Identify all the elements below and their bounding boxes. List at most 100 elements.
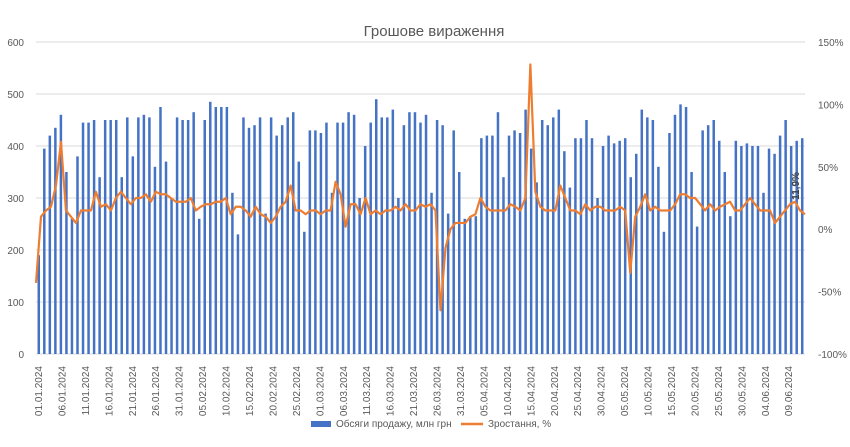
- bar: [800, 138, 804, 354]
- bar: [98, 177, 101, 354]
- x-tick-label: 05.05.2024: [620, 366, 631, 416]
- bar: [701, 130, 704, 354]
- bar: [590, 138, 594, 354]
- bar: [214, 107, 218, 354]
- x-tick-label: 30.04.2024: [597, 366, 608, 416]
- bar: [76, 156, 79, 354]
- bar: [463, 218, 467, 354]
- bar: [319, 133, 323, 354]
- bar: [103, 120, 107, 354]
- bar: [762, 192, 765, 354]
- bar: [795, 140, 798, 354]
- x-tick-label: 11.01.2024: [81, 366, 92, 416]
- bar: [292, 112, 295, 354]
- bar: [563, 151, 566, 354]
- x-tick-label: 25.05.2024: [714, 366, 725, 416]
- bar: [164, 161, 168, 354]
- bar: [557, 109, 561, 354]
- bar: [203, 120, 206, 354]
- bar: [225, 107, 229, 354]
- bar: [54, 127, 57, 354]
- bar: [374, 99, 378, 354]
- bar: [712, 120, 715, 354]
- bar: [480, 138, 483, 354]
- x-tick-label: 15.04.2024: [526, 366, 537, 416]
- bar: [668, 133, 671, 354]
- bar: [684, 107, 688, 354]
- bar: [286, 117, 289, 355]
- y-right-tick-label: 100%: [818, 100, 844, 111]
- bar: [507, 135, 511, 354]
- bar: [297, 161, 301, 354]
- bar: [43, 148, 46, 354]
- bar: [142, 114, 146, 354]
- bar: [651, 120, 655, 354]
- bar: [397, 198, 400, 354]
- bar: [496, 112, 500, 354]
- bar: [148, 117, 151, 355]
- bar: [131, 156, 135, 354]
- bar: [275, 135, 278, 354]
- bar: [70, 218, 74, 354]
- bar: [612, 143, 616, 354]
- x-tick-label: 01.03.2024: [315, 366, 326, 416]
- legend-label-bars: Обсяги продажу, млн грн: [336, 418, 452, 430]
- bar: [247, 127, 251, 354]
- bar: [126, 117, 129, 355]
- x-tick-label: 25.04.2024: [573, 366, 584, 416]
- y-left-tick-label: 200: [7, 246, 24, 257]
- bar: [363, 146, 367, 354]
- bar: [242, 117, 245, 355]
- bar: [546, 125, 549, 354]
- bar: [380, 117, 384, 355]
- x-tick-label: 10.05.2024: [644, 366, 655, 416]
- bar: [441, 125, 444, 354]
- x-tick-label: 20.02.2024: [268, 366, 279, 416]
- bar: [568, 187, 572, 354]
- bar: [718, 140, 721, 354]
- bar: [369, 122, 372, 354]
- bar: [745, 143, 749, 354]
- bar: [729, 216, 732, 354]
- x-tick-label: 20.04.2024: [550, 366, 561, 416]
- bar: [175, 117, 179, 355]
- y-left-tick-label: 100: [7, 298, 24, 309]
- x-tick-label: 16.03.2024: [386, 366, 397, 416]
- x-axis: 01.01.2024 06.01.2024 11.01.2024 16.01.2024…: [34, 366, 795, 416]
- y-right-tick-label: 0%: [818, 225, 833, 236]
- x-tick-label: 26.01.2024: [151, 366, 162, 416]
- x-tick-label: 15.02.2024: [245, 366, 256, 416]
- x-tick-label: 30.05.2024: [737, 366, 748, 416]
- bar: [574, 138, 577, 354]
- bar: [408, 112, 411, 354]
- bar: [529, 148, 533, 354]
- bar: [518, 133, 522, 354]
- x-tick-label: 11.03.2024: [362, 366, 373, 416]
- bar: [778, 135, 782, 354]
- bar: [623, 138, 627, 354]
- bar: [751, 146, 754, 354]
- x-tick-label: 21.01.2024: [128, 366, 139, 416]
- bar: [391, 109, 395, 354]
- x-tick-label: 05.02.2024: [198, 366, 209, 416]
- y-left-tick-label: 400: [7, 142, 24, 153]
- bar: [197, 218, 201, 354]
- bar: [446, 213, 450, 354]
- bar: [485, 135, 489, 354]
- annotation: 11,9%: [791, 172, 802, 200]
- bar: [352, 114, 356, 354]
- bar: [540, 120, 544, 354]
- x-tick-label: 31.01.2024: [175, 366, 186, 416]
- y-right-tick-label: 150%: [818, 38, 844, 49]
- y-right-tick-label: 50%: [818, 163, 838, 174]
- bar: [646, 117, 649, 355]
- y-left-tick-label: 600: [7, 38, 24, 49]
- bar: [635, 153, 638, 354]
- bar: [402, 125, 406, 354]
- bar: [308, 130, 312, 354]
- bar: [236, 234, 240, 354]
- left-axis: 0 100 200 300 400 500 600: [7, 38, 24, 361]
- bar: [137, 117, 140, 355]
- bar: [706, 125, 710, 354]
